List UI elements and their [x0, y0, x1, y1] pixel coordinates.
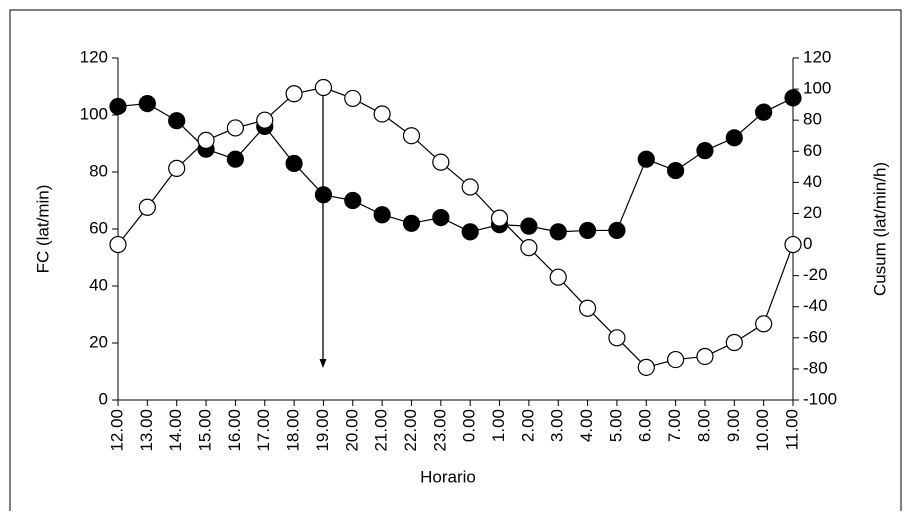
- data-point: [197, 131, 215, 149]
- data-point: [109, 235, 127, 254]
- data-point: [696, 142, 714, 160]
- x-tick-label: 7.00: [665, 409, 684, 442]
- x-tick-label: 6.00: [636, 409, 655, 442]
- data-point: [285, 154, 303, 173]
- data-point: [314, 78, 333, 97]
- y2-tick-label: 120: [803, 47, 831, 66]
- data-point: [608, 221, 626, 240]
- data-point: [667, 161, 685, 180]
- y2-tick-label: -40: [803, 296, 828, 315]
- y2-tick-label: -80: [803, 358, 828, 377]
- data-point: [608, 329, 626, 347]
- data-point: [461, 223, 479, 241]
- data-point: [755, 103, 773, 121]
- data-point: [784, 235, 802, 254]
- y2-tick-label: 60: [803, 141, 822, 160]
- y2-axis-label: Cusum (lat/min/h): [870, 162, 889, 296]
- y-tick-label: 100: [80, 104, 108, 123]
- data-point: [109, 97, 127, 116]
- data-point: [138, 94, 156, 113]
- data-point: [549, 223, 567, 241]
- data-point: [520, 217, 538, 235]
- x-tick-label: 20.00: [342, 409, 361, 452]
- data-point: [667, 350, 685, 369]
- data-point: [578, 299, 597, 317]
- x-tick-label: 17.00: [254, 409, 273, 452]
- data-point: [578, 221, 597, 240]
- y-tick-label: 0: [99, 389, 108, 408]
- x-tick-label: 5.00: [606, 409, 625, 442]
- data-point: [725, 129, 743, 147]
- y2-tick-label: 0: [803, 234, 812, 253]
- data-point: [373, 105, 391, 123]
- data-point: [696, 347, 714, 366]
- x-tick-label: 0.00: [460, 409, 479, 442]
- y-tick-label: 60: [89, 218, 108, 237]
- frame: [9, 9, 902, 516]
- data-point: [784, 89, 802, 107]
- x-tick-label: 19.00: [313, 409, 332, 452]
- data-point: [344, 191, 362, 210]
- x-tick-label: 8.00: [694, 409, 713, 442]
- y2-tick-label: 40: [803, 172, 822, 191]
- data-point: [168, 112, 186, 130]
- x-tick-label: 18.00: [284, 409, 303, 452]
- data-point: [226, 119, 244, 137]
- x-tick-label: 15.00: [196, 409, 215, 452]
- y2-tick-label: -20: [803, 265, 828, 284]
- x-tick-label: 12.00: [107, 409, 126, 452]
- data-point: [490, 209, 509, 227]
- x-tick-label: 3.00: [548, 409, 567, 442]
- series-line: [117, 97, 794, 233]
- y2-tick-label: -60: [803, 327, 828, 346]
- data-point: [402, 127, 421, 145]
- x-tick-label: 21.00: [372, 409, 391, 452]
- x-tick-label: 10.00: [753, 409, 772, 452]
- x-tick-label: 14.00: [166, 409, 185, 452]
- y-tick-label: 20: [89, 332, 108, 351]
- y2-tick-label: -100: [803, 389, 837, 408]
- data-point: [138, 198, 156, 216]
- x-axis-label: Horario: [420, 467, 476, 486]
- data-point: [373, 206, 391, 224]
- data-point: [402, 214, 421, 232]
- y2-tick-label: 80: [803, 110, 822, 129]
- data-point: [168, 159, 186, 177]
- x-tick-label: 1.00: [489, 409, 508, 442]
- data-point: [432, 153, 450, 171]
- y2-tick-label: 100: [803, 79, 831, 98]
- data-point: [285, 85, 303, 103]
- series-line: [117, 86, 794, 369]
- data-point: [520, 239, 538, 257]
- data-point: [725, 333, 743, 352]
- x-tick-label: 23.00: [430, 409, 449, 452]
- y-tick-label: 120: [80, 47, 108, 66]
- data-point: [637, 150, 655, 168]
- data-point: [549, 268, 567, 286]
- y-tick-label: 80: [89, 161, 108, 180]
- y2-tick-label: 20: [803, 203, 822, 222]
- x-tick-label: 2.00: [518, 409, 537, 442]
- data-point: [755, 315, 773, 333]
- x-tick-label: 16.00: [225, 409, 244, 452]
- x-tick-label: 13.00: [137, 409, 156, 452]
- data-point: [637, 358, 655, 376]
- x-tick-label: 22.00: [401, 409, 420, 452]
- data-point: [344, 89, 362, 108]
- data-point: [314, 186, 333, 204]
- y-axis-label: FC (lat/min): [33, 185, 52, 274]
- y-tick-label: 40: [89, 275, 108, 294]
- data-point: [432, 209, 450, 227]
- data-point: [461, 178, 479, 196]
- x-tick-label: 4.00: [577, 409, 596, 442]
- arrow-tail: [319, 359, 327, 368]
- x-tick-label: 11.00: [782, 409, 801, 450]
- data-point: [256, 111, 274, 129]
- x-tick-label: 9.00: [724, 409, 743, 442]
- data-point: [226, 150, 244, 168]
